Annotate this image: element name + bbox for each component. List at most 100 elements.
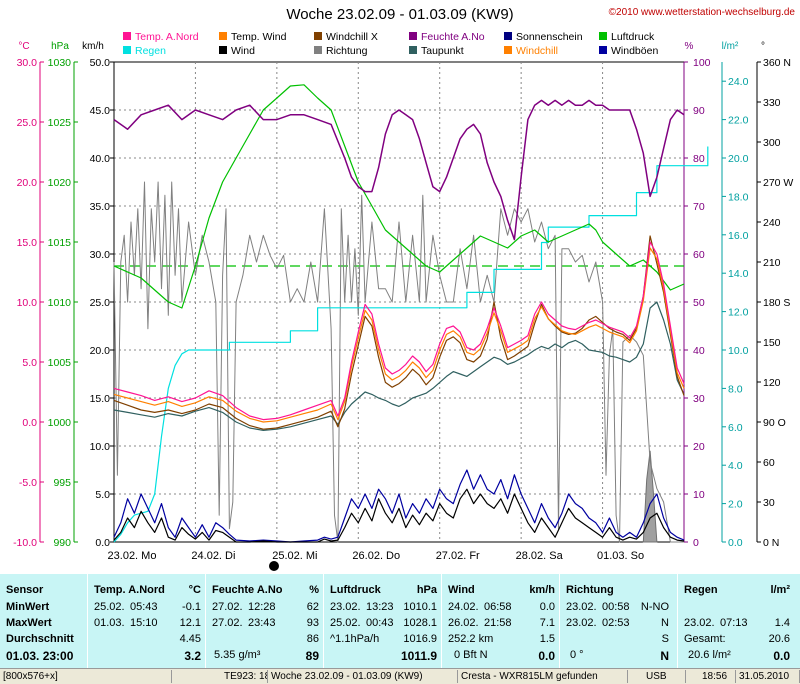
pressure-axis-tick-label: 1025 (48, 117, 72, 129)
status-time: 18:56 (686, 670, 736, 683)
chart-legend: Temp. A.Nord Temp. Wind Windchill X Feuchte… (123, 31, 658, 57)
unit-percent: % (685, 41, 694, 52)
series-rain (113, 146, 709, 543)
weather-chart: Woche 23.02.09 - 01.03.09 (KW9) ©2010 ww… (13, 6, 796, 571)
stats-wind-min-value: 0.0 (539, 601, 555, 613)
legend-label: Richtung (326, 45, 368, 57)
direction-axis-tick-label: 330 (763, 97, 781, 109)
unit-kmh: km/h (82, 41, 104, 52)
chart-copyright: ©2010 www.wetterstation-wechselburg.de (609, 7, 796, 18)
humidity-axis-tick-label: 60 (693, 249, 705, 261)
stats-direction-column: Richtung 23.02. 00:58 N-NO 23.02. 02:53 … (560, 574, 678, 668)
stats-wind-beaufort: 0 Bft N (454, 649, 488, 661)
stats-sensor-column: Sensor MinWert MaxWert Durchschnitt 01.0… (0, 574, 88, 668)
rain-axis-tick-label: 8.0 (728, 383, 743, 395)
wind-axis-tick-label: 50.0 (90, 57, 111, 69)
legend-label: Temp. A.Nord (135, 31, 199, 43)
pressure-axis-tick-label: 1020 (48, 177, 72, 189)
x-axis-label: 01.03. So (597, 550, 644, 562)
direction-axis-tick-label: 270 W (763, 177, 793, 189)
celsius-axis-tick-label: 5.0 (22, 357, 37, 369)
wind-axis-tick-label: 0.0 (95, 537, 110, 549)
pressure-axis-tick-label: 995 (53, 477, 71, 489)
rain-axis-tick-label: 24.0 (728, 76, 749, 88)
celsius-axis-tick-label: 10.0 (17, 297, 38, 309)
stats-humidity-min-time: 12:28 (248, 601, 276, 613)
stats-humidity-column: Feuchte A.No % 27.02. 12:28 62 27.02. 23… (206, 574, 324, 668)
wind-axis-tick-label: 15.0 (90, 393, 111, 405)
rain-axis-tick-label: 22.0 (728, 115, 749, 127)
direction-axis-tick-label: 90 O (763, 417, 786, 429)
stats-wind-unit: km/h (529, 584, 555, 596)
pressure-axis-tick-label: 990 (53, 537, 71, 549)
stats-pressure-trend: ^1.1hPa/h (330, 633, 380, 645)
rain-axis-tick-label: 12.0 (728, 307, 749, 319)
series-temp-wind (113, 247, 685, 423)
celsius-axis-tick-label: -5.0 (19, 477, 37, 489)
humidity-axis-tick-label: 50 (693, 297, 705, 309)
stats-humidity-min-value: 62 (306, 601, 319, 613)
stats-wind-max-time: 21:58 (484, 617, 512, 629)
moon-phase-icon (269, 561, 279, 571)
stats-rain-current-total: 20.6 l/m² (688, 649, 731, 661)
unit-rain: l/m² (722, 41, 739, 52)
stats-direction-min-date: 23.02. (566, 601, 597, 613)
pressure-axis-tick-label: 1005 (48, 357, 72, 369)
stats-humidity-min-date: 27.02. (212, 601, 243, 613)
legend-swatch (314, 32, 322, 40)
wind-axis-tick-label: 35.0 (90, 201, 111, 213)
stats-current-label: 01.03. 23:00 (6, 649, 74, 663)
pressure-axis-tick-label: 1000 (48, 417, 72, 429)
legend-label: Windchill (516, 45, 558, 57)
direction-axis-tick-label: 180 S (763, 297, 790, 309)
legend-swatch (504, 46, 512, 54)
rain-axis-tick-label: 2.0 (728, 499, 743, 511)
status-station-time: TE923: 18:43 (172, 670, 268, 683)
legend-swatch (123, 32, 131, 40)
rain-axis-tick-label: 6.0 (728, 422, 743, 434)
pressure-axis-tick-label: 1015 (48, 237, 72, 249)
legend-label: Wind (231, 45, 255, 57)
stats-wind-min-date: 24.02. (448, 601, 479, 613)
stats-wind-distance: 252.2 km (448, 633, 494, 645)
pressure-axis-tick-label: 1030 (48, 57, 72, 69)
stats-direction-header: Richtung (566, 584, 614, 596)
stats-pressure-unit: hPa (416, 584, 437, 596)
stats-pressure-max-time: 00:43 (366, 617, 394, 629)
legend-label: Luftdruck (611, 31, 655, 43)
stats-wind-header: Wind (448, 584, 475, 596)
stats-pressure-avg: 1016.9 (403, 633, 437, 645)
stats-humidity-max-time: 23:43 (248, 617, 276, 629)
legend-swatch (123, 46, 131, 54)
stats-direction-min-value: N-NO (640, 601, 669, 613)
stats-rain-min-value: 1.4 (774, 617, 790, 629)
stats-humidity-unit: % (309, 584, 319, 596)
unit-hpa: hPa (51, 41, 69, 52)
direction-axis-tick-label: 240 (763, 217, 781, 229)
status-resolution: [800x576+x] (0, 670, 172, 683)
stats-rain-column: Regen l/m² 23.02. 07:13 1.4 Gesamt: 20.6… (678, 574, 800, 668)
chart-grid (113, 61, 685, 543)
stats-max-label: MaxWert (6, 617, 52, 629)
legend-label: Windböen (611, 45, 658, 57)
stats-temp-max-value: 12.1 (179, 617, 201, 629)
direction-axis-tick-label: 150 (763, 337, 781, 349)
legend-swatch (409, 46, 417, 54)
stats-humidity-current: 89 (305, 649, 319, 663)
humidity-axis-tick-label: 0 (693, 537, 699, 549)
stats-temp-avg: 4.45 (179, 633, 201, 645)
wind-axis-tick-label: 5.0 (95, 489, 110, 501)
celsius-axis-tick-label: -10.0 (13, 537, 37, 549)
unit-header: °C hPa km/h % l/m² ° (18, 41, 765, 52)
rain-axis-tick-label: 10.0 (728, 345, 749, 357)
stats-humidity-max-value: 93 (306, 617, 319, 629)
direction-axis-tick-label: 0 N (763, 537, 779, 549)
humidity-axis-tick-label: 80 (693, 153, 705, 165)
celsius-axis-tick-label: 15.0 (17, 237, 38, 249)
legend-label: Windchill X (326, 31, 378, 43)
stats-temp-min-date: 25.02. (94, 601, 125, 613)
stats-temp-unit: °C (188, 584, 201, 596)
series-pressure (113, 84, 685, 309)
legend-label: Temp. Wind (231, 31, 287, 43)
rain-axis-tick-label: 14.0 (728, 268, 749, 280)
